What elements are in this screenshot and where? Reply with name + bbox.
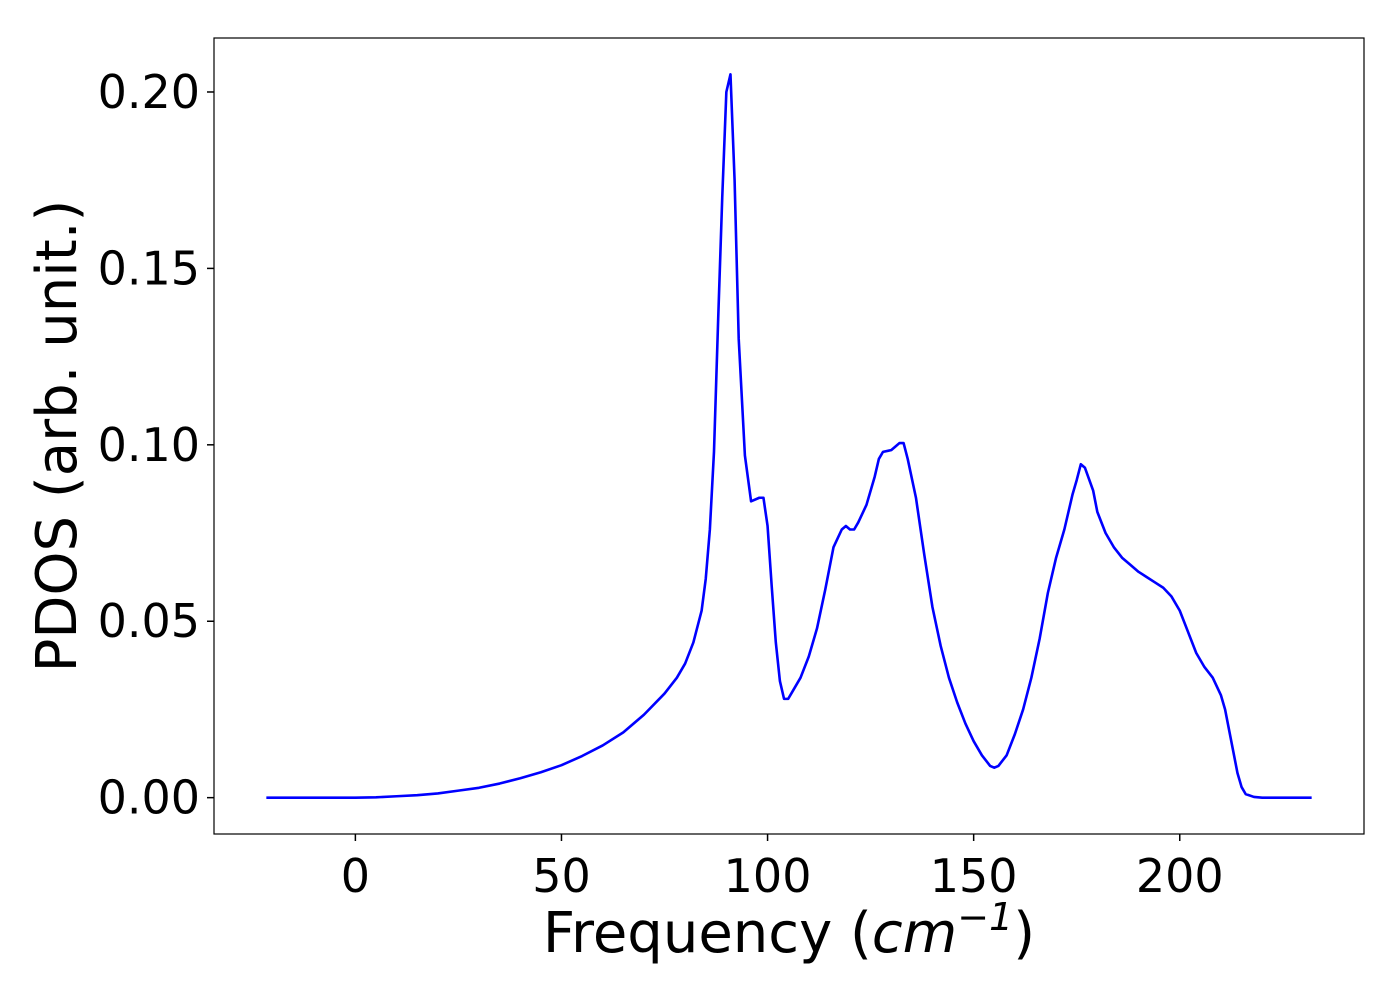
line-series [266, 73, 1312, 799]
x-axis-label: Frequency (cm−1) [543, 895, 1035, 966]
y-tick-label: 0.05 [98, 594, 200, 648]
y-tick-label: 0.00 [98, 771, 200, 825]
x-label-part: ) [1013, 901, 1035, 966]
x-tick-label: 50 [532, 849, 591, 903]
plot-frame [213, 37, 1365, 835]
x-label-part: −1 [957, 895, 1013, 939]
y-tick-label: 0.15 [98, 241, 200, 295]
x-tick-label: 150 [930, 849, 1018, 903]
y-tick-label: 0.10 [98, 418, 200, 472]
x-label-part: Frequency ( [543, 901, 872, 966]
x-label-part: cm [872, 901, 957, 966]
x-tick-label: 100 [724, 849, 812, 903]
y-axis-label: PDOS (arb. unit.) [25, 200, 90, 673]
x-tick-label: 200 [1136, 849, 1224, 903]
y-tick-label: 0.20 [98, 65, 200, 119]
x-tick-label: 0 [341, 849, 370, 903]
